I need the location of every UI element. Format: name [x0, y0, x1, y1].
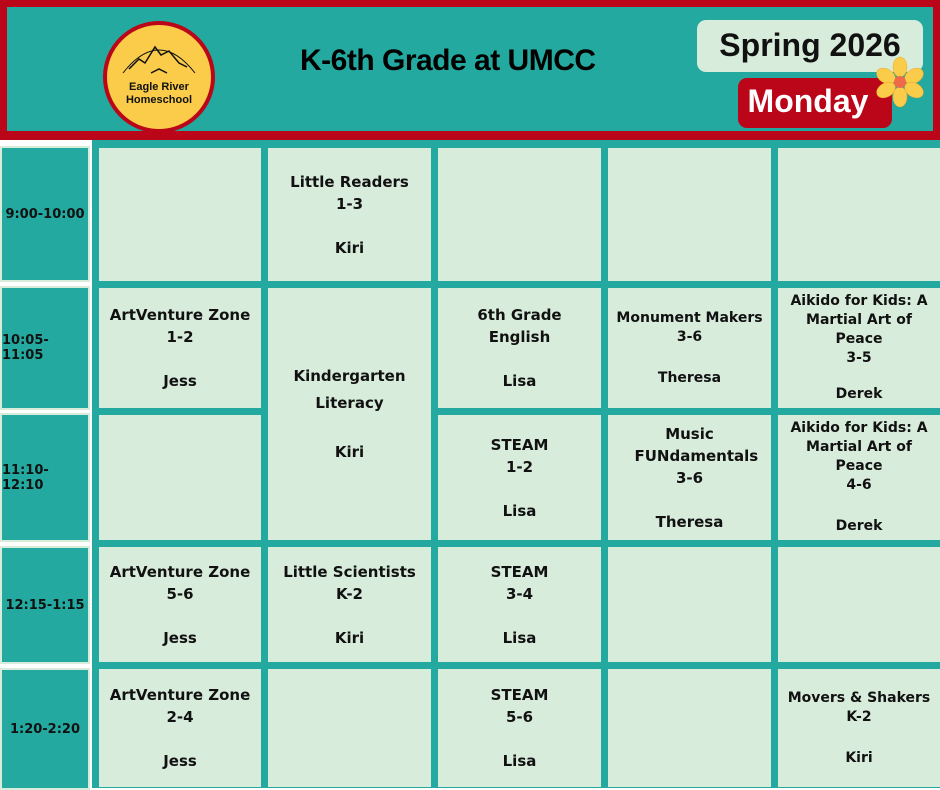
- class-teacher: Kiri: [334, 628, 365, 647]
- class-grades: 5-6: [166, 584, 194, 603]
- class-teacher: Jess: [163, 628, 197, 647]
- flower-icon: [876, 56, 924, 108]
- empty-cell: [778, 148, 940, 281]
- class-teacher: Derek: [835, 386, 883, 402]
- class-title: STEAM: [490, 562, 549, 581]
- class-cell: 6th Grade English Lisa: [438, 288, 601, 408]
- empty-cell: [438, 148, 601, 281]
- class-title: 6th Grade English: [477, 306, 562, 346]
- term-badge: Spring 2026: [697, 20, 923, 72]
- class-grades: 1-3: [335, 194, 364, 213]
- class-cell: ArtVenture Zone 1-2 Jess: [99, 288, 261, 408]
- class-cell: Aikido for Kids: A Martial Art of Peace 3…: [778, 288, 940, 408]
- class-title: ArtVenture Zone: [109, 306, 251, 324]
- time-slot: 10:05-11:05: [0, 286, 90, 410]
- class-cell: STEAM 5-6 Lisa: [438, 669, 601, 787]
- empty-cell: [778, 547, 940, 662]
- empty-cell: [99, 148, 261, 281]
- class-cell: Kindergarten Literacy Kiri: [268, 288, 431, 540]
- time-slot: 9:00-10:00: [0, 146, 90, 282]
- empty-cell: [608, 547, 771, 662]
- empty-cell: [268, 669, 431, 787]
- class-teacher: Kiri: [334, 442, 365, 461]
- empty-cell: [99, 415, 261, 540]
- class-title: Monument Makers: [616, 309, 763, 326]
- class-teacher: Kiri: [334, 238, 365, 257]
- class-cell: Movers & Shakers K-2 Kiri: [778, 669, 940, 787]
- class-cell: Music FUNdamentals 3-6 Theresa: [608, 415, 771, 540]
- class-cell: Little Readers 1-3 Kiri: [268, 148, 431, 281]
- time-slot: 11:10-12:10: [0, 413, 90, 542]
- class-grades: 3-5: [846, 350, 872, 366]
- page-title: K-6th Grade at UMCC: [300, 44, 596, 77]
- logo-text-line: Homeschool: [125, 94, 192, 106]
- class-grades: 1-2: [166, 328, 194, 346]
- class-grades: 1-2: [505, 457, 534, 476]
- class-cell: STEAM 1-2 Lisa: [438, 415, 601, 540]
- class-teacher: Lisa: [502, 628, 537, 647]
- class-title: ArtVenture Zone: [109, 562, 251, 581]
- class-teacher: Jess: [163, 752, 197, 770]
- time-slot: 1:20-2:20: [0, 668, 90, 790]
- class-grades: K-2: [336, 584, 363, 603]
- class-title: Aikido for Kids: A Martial Art of Peace: [790, 293, 928, 347]
- time-slot: 12:15-1:15: [0, 546, 90, 664]
- class-grades: 5-6: [505, 708, 534, 726]
- class-title: Aikido for Kids: A Martial Art of Peace: [790, 420, 928, 474]
- class-teacher: Lisa: [502, 752, 537, 770]
- class-title: Little Scientists: [283, 562, 416, 581]
- class-cell: STEAM 3-4 Lisa: [438, 547, 601, 662]
- day-badge: Monday: [738, 78, 892, 128]
- class-title: STEAM: [490, 686, 549, 704]
- class-title: ArtVenture Zone: [109, 686, 251, 704]
- class-grades: K-2: [846, 708, 872, 725]
- class-grades: 3-6: [675, 468, 704, 487]
- header: Eagle River Homeschool K-6th Grade at UMC…: [0, 0, 940, 140]
- empty-cell: [608, 148, 771, 281]
- class-title: Kindergarten Literacy: [293, 366, 406, 412]
- empty-cell: [608, 669, 771, 787]
- class-grades: 3-4: [505, 584, 534, 603]
- class-title: Movers & Shakers: [787, 689, 931, 706]
- class-title: Little Readers: [290, 172, 409, 191]
- class-cell: Monument Makers 3-6 Theresa: [608, 288, 771, 408]
- class-teacher: Lisa: [502, 372, 537, 390]
- logo-text-line: Eagle River: [129, 81, 189, 93]
- class-cell: Aikido for Kids: A Martial Art of Peace 4…: [778, 415, 940, 540]
- class-teacher: Jess: [163, 372, 197, 390]
- class-grades: 3-6: [676, 328, 703, 345]
- class-title: Music FUNdamentals: [634, 424, 759, 465]
- class-teacher: Lisa: [502, 501, 537, 520]
- class-cell: ArtVenture Zone 5-6 Jess: [99, 547, 261, 662]
- eagle-river-logo: Eagle River Homeschool: [103, 21, 215, 133]
- class-grades: 4-6: [846, 477, 872, 493]
- class-cell: Little Scientists K-2 Kiri: [268, 547, 431, 662]
- class-teacher: Theresa: [655, 512, 724, 531]
- class-teacher: Theresa: [657, 369, 722, 386]
- class-cell: ArtVenture Zone 2-4 Jess: [99, 669, 261, 787]
- class-title: STEAM: [490, 435, 549, 454]
- class-teacher: Kiri: [845, 749, 873, 766]
- class-teacher: Derek: [835, 518, 883, 534]
- mountain-icon: [122, 45, 196, 74]
- class-grades: 2-4: [166, 708, 194, 726]
- schedule-grid: Little Readers 1-3 Kiri ArtVenture Zone 1-2…: [92, 140, 940, 788]
